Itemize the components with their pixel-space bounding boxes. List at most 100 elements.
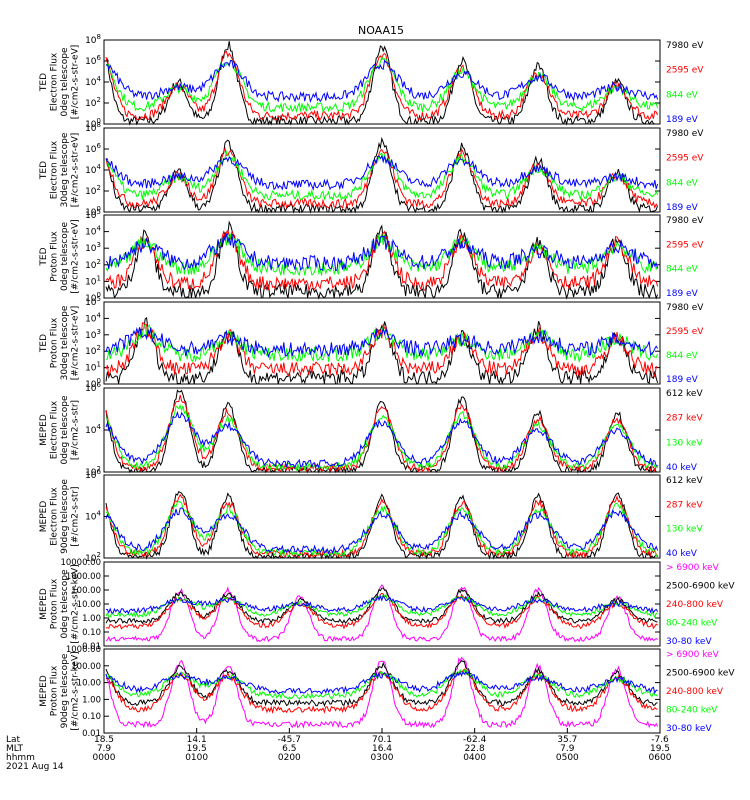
legend-entry: 844 eV (666, 351, 699, 361)
legend-entry: 80-240 keV (666, 706, 718, 716)
series-line (105, 317, 659, 386)
y-axis-label: [#/cm2-s-str] (71, 400, 81, 460)
panel-frame (103, 214, 661, 299)
y-tick-label: 0.01 (82, 642, 101, 652)
x-tick-label: 19.5 (650, 744, 670, 754)
x-tick-label: 0000 (93, 753, 116, 763)
y-tick-label: 104 (85, 75, 101, 88)
x-tick-label: 0600 (649, 753, 672, 763)
legend-entry: > 6900 keV (666, 650, 720, 660)
y-axis-label: 90deg telescope (60, 653, 70, 728)
series-line (105, 501, 658, 558)
x-tick-label: 6.5 (282, 744, 296, 754)
legend-entry: 287 keV (666, 500, 703, 510)
series-line (105, 233, 659, 272)
x-tick-label: 0300 (371, 753, 394, 763)
y-axis-label: 0deg telescope (60, 47, 70, 117)
panel-frame (103, 301, 661, 385)
x-tick-label: -7.6 (651, 735, 669, 745)
y-axis-label: MEPED (39, 501, 49, 533)
y-axis-label: MEPED (39, 414, 49, 446)
y-axis-label: MEPED (39, 588, 49, 620)
series-line (105, 389, 658, 474)
legend-entry: 240-800 keV (666, 687, 724, 697)
y-axis-label: Electron Flux (50, 487, 60, 546)
y-tick-label: 100.00 (71, 662, 101, 672)
y-axis-label: [#/cm2-s-str-keV] (71, 651, 81, 730)
series-line (105, 220, 659, 300)
y-tick-label: 108 (85, 33, 101, 46)
panel-7: 0.01 0.10 1.00 10.00 100.00 1000.00 10000.00 ME… (39, 558, 735, 652)
legend-entry: 189 eV (666, 203, 699, 213)
x-tick-label: 7.9 (97, 744, 112, 754)
y-tick-label: 10000.00 (60, 558, 101, 568)
y-tick-label: 0.10 (82, 712, 101, 722)
y-tick-label: 1.00 (82, 695, 101, 705)
series-line (105, 50, 659, 122)
y-axis-label: 0deg telescope (60, 395, 70, 465)
y-tick-label: 106 (85, 142, 101, 155)
x-tick-label: 70.1 (372, 735, 392, 745)
series-line (105, 507, 659, 555)
legend-entry: 7980 eV (666, 216, 704, 226)
panel-frame (103, 387, 661, 473)
x-tick-label: 14.1 (187, 735, 207, 745)
legend-entry: 2595 eV (666, 154, 704, 164)
y-tick-label: 104 (85, 225, 101, 238)
y-axis-label: Proton Flux (50, 231, 60, 282)
y-tick-label: 0.01 (82, 729, 101, 739)
x-row-label: MLT (6, 744, 24, 754)
y-axis-label: 30deg telescope (60, 132, 70, 207)
series-line (105, 394, 658, 474)
y-axis-label: [#/cm2-s-str] (71, 486, 81, 546)
series-line (106, 594, 659, 615)
y-axis-label: [#/cm2-s-str-eV] (71, 219, 81, 294)
series-line (105, 587, 658, 625)
x-tick-label: 0100 (185, 753, 208, 763)
legend-entry: 189 eV (666, 289, 699, 299)
figure-title: NOAA15 (358, 24, 404, 37)
y-tick-label: 103 (85, 328, 101, 341)
y-axis-label: MEPED (39, 675, 49, 707)
series-line (105, 493, 658, 559)
series-line (105, 322, 658, 379)
series-line (105, 668, 658, 715)
legend-entry: 2500-6900 keV (666, 582, 735, 592)
y-axis-label: Electron Flux (50, 140, 60, 199)
series-line (105, 668, 658, 700)
series-line (105, 584, 658, 643)
y-axis-label: 0deg telescope (60, 569, 70, 639)
x-row-label: hhmm (6, 753, 35, 763)
series-line (105, 671, 658, 695)
legend-entry: 130 keV (666, 525, 703, 535)
y-tick-label: 101 (85, 274, 101, 287)
legend-entry: 2595 eV (666, 240, 704, 250)
series-line (105, 154, 659, 192)
x-tick-label: 0200 (278, 753, 301, 763)
legend-entry: 80-240 keV (666, 619, 718, 629)
legend-entry: 40 keV (666, 463, 698, 473)
x-tick-label: 16.4 (372, 744, 392, 754)
y-tick-label: 10.00 (77, 679, 101, 689)
x-tick-label: 0500 (556, 753, 579, 763)
legend-entry: 189 eV (666, 375, 699, 385)
legend-entry: 189 eV (666, 115, 699, 125)
series-line (105, 404, 659, 472)
y-axis-label: Electron Flux (50, 52, 60, 111)
y-axis-label: [#/cm2-s-str-eV] (71, 306, 81, 381)
x-row-label: 2021 Aug 14 (6, 762, 64, 772)
x-tick-label: 19.5 (187, 744, 207, 754)
y-tick-label: 104 (85, 423, 101, 436)
series-line (105, 146, 659, 210)
panel-8: 0.01 0.10 1.00 10.00 100.00 1000.00 MEPED Proto… (39, 645, 735, 739)
legend-entry: 240-800 keV (666, 600, 724, 610)
y-axis-label: 0deg telescope (60, 222, 70, 292)
legend-entry: 2595 eV (666, 327, 704, 337)
